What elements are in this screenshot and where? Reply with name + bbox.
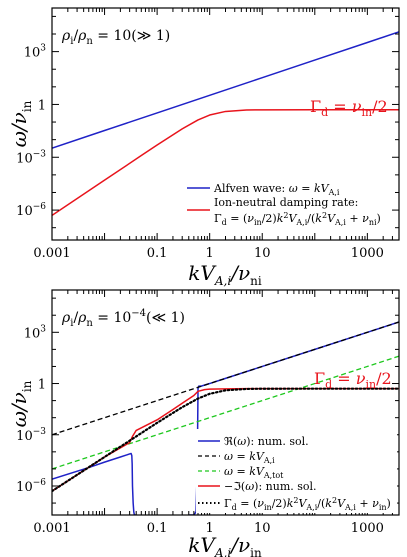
legend-im: −ℑ(ω): num. sol. [224,480,317,493]
legend: ℜ(ω): num. sol. ω = kVA,i ω = kVA,tot −ℑ… [196,429,397,513]
legend: Alfven wave: ω = kVA,i Ion-neutral dampi… [187,182,381,227]
legend-re: ℜ(ω): num. sol. [224,435,309,448]
bottom-panel: 0.001 0.1 1 10 1000 10−6 10−3 1 103 ρi/ρn = 10−4… [7,289,400,557]
legend-box [196,429,397,513]
y-tick-label: 10−3 [16,149,46,166]
legend-kvai: ω = kVA,i [224,450,275,465]
x-tick-label: 10 [254,246,271,261]
top-panel: 0.001 0.1 1 10 1000 10−6 10−3 1 103 ρi/ρn = 10(≫… [7,7,400,288]
x-tick-label: 0.1 [147,246,168,261]
series-line [52,108,399,217]
x-tick-label: 1000 [351,521,384,536]
x-tick-label: 0.1 [147,521,168,536]
y-tick-label: 1 [38,98,46,113]
series-line [52,452,137,515]
x-tick-label: 0.001 [33,246,70,261]
red-annotation: Γd = νin/2 [310,97,388,119]
y-tick-label: 10−6 [16,478,46,495]
x-tick-label: 1 [206,246,214,261]
panel-annotation: ρi/ρn = 10−4(≪ 1) [61,308,185,329]
x-tick-label: 1000 [351,246,384,261]
y-tick-label: 103 [24,44,47,61]
legend-damping-line2: Γd = (νin/2)k2VA,i/(k2VA,i + νni) [214,211,381,227]
x-tick-label: 0.001 [33,521,70,536]
legend-damping-line1: Ion-neutral damping rate: [214,196,358,209]
legend-alfven: Alfven wave: ω = kVA,i [213,182,340,197]
panel-annotation: ρi/ρn = 10(≫ 1) [61,28,170,47]
x-tick-label: 1 [206,521,214,536]
series-line [52,387,399,493]
y-tick-label: 103 [24,324,47,341]
y-axis-label: ω/νin [7,380,34,427]
y-tick-label: 10−6 [16,202,46,219]
x-axis-label: kVA,i/νni [188,261,262,288]
red-annotation: Γd = νin/2 [314,369,392,391]
series-line [52,321,399,436]
series-line [52,31,399,149]
series-line [52,355,399,470]
y-tick-label: 10−3 [16,427,46,444]
x-axis-label: kVA,i/νin [188,533,262,557]
y-axis-label: ω/νin [7,100,34,147]
x-tick-label: 10 [254,521,271,536]
y-tick-label: 1 [38,378,46,393]
